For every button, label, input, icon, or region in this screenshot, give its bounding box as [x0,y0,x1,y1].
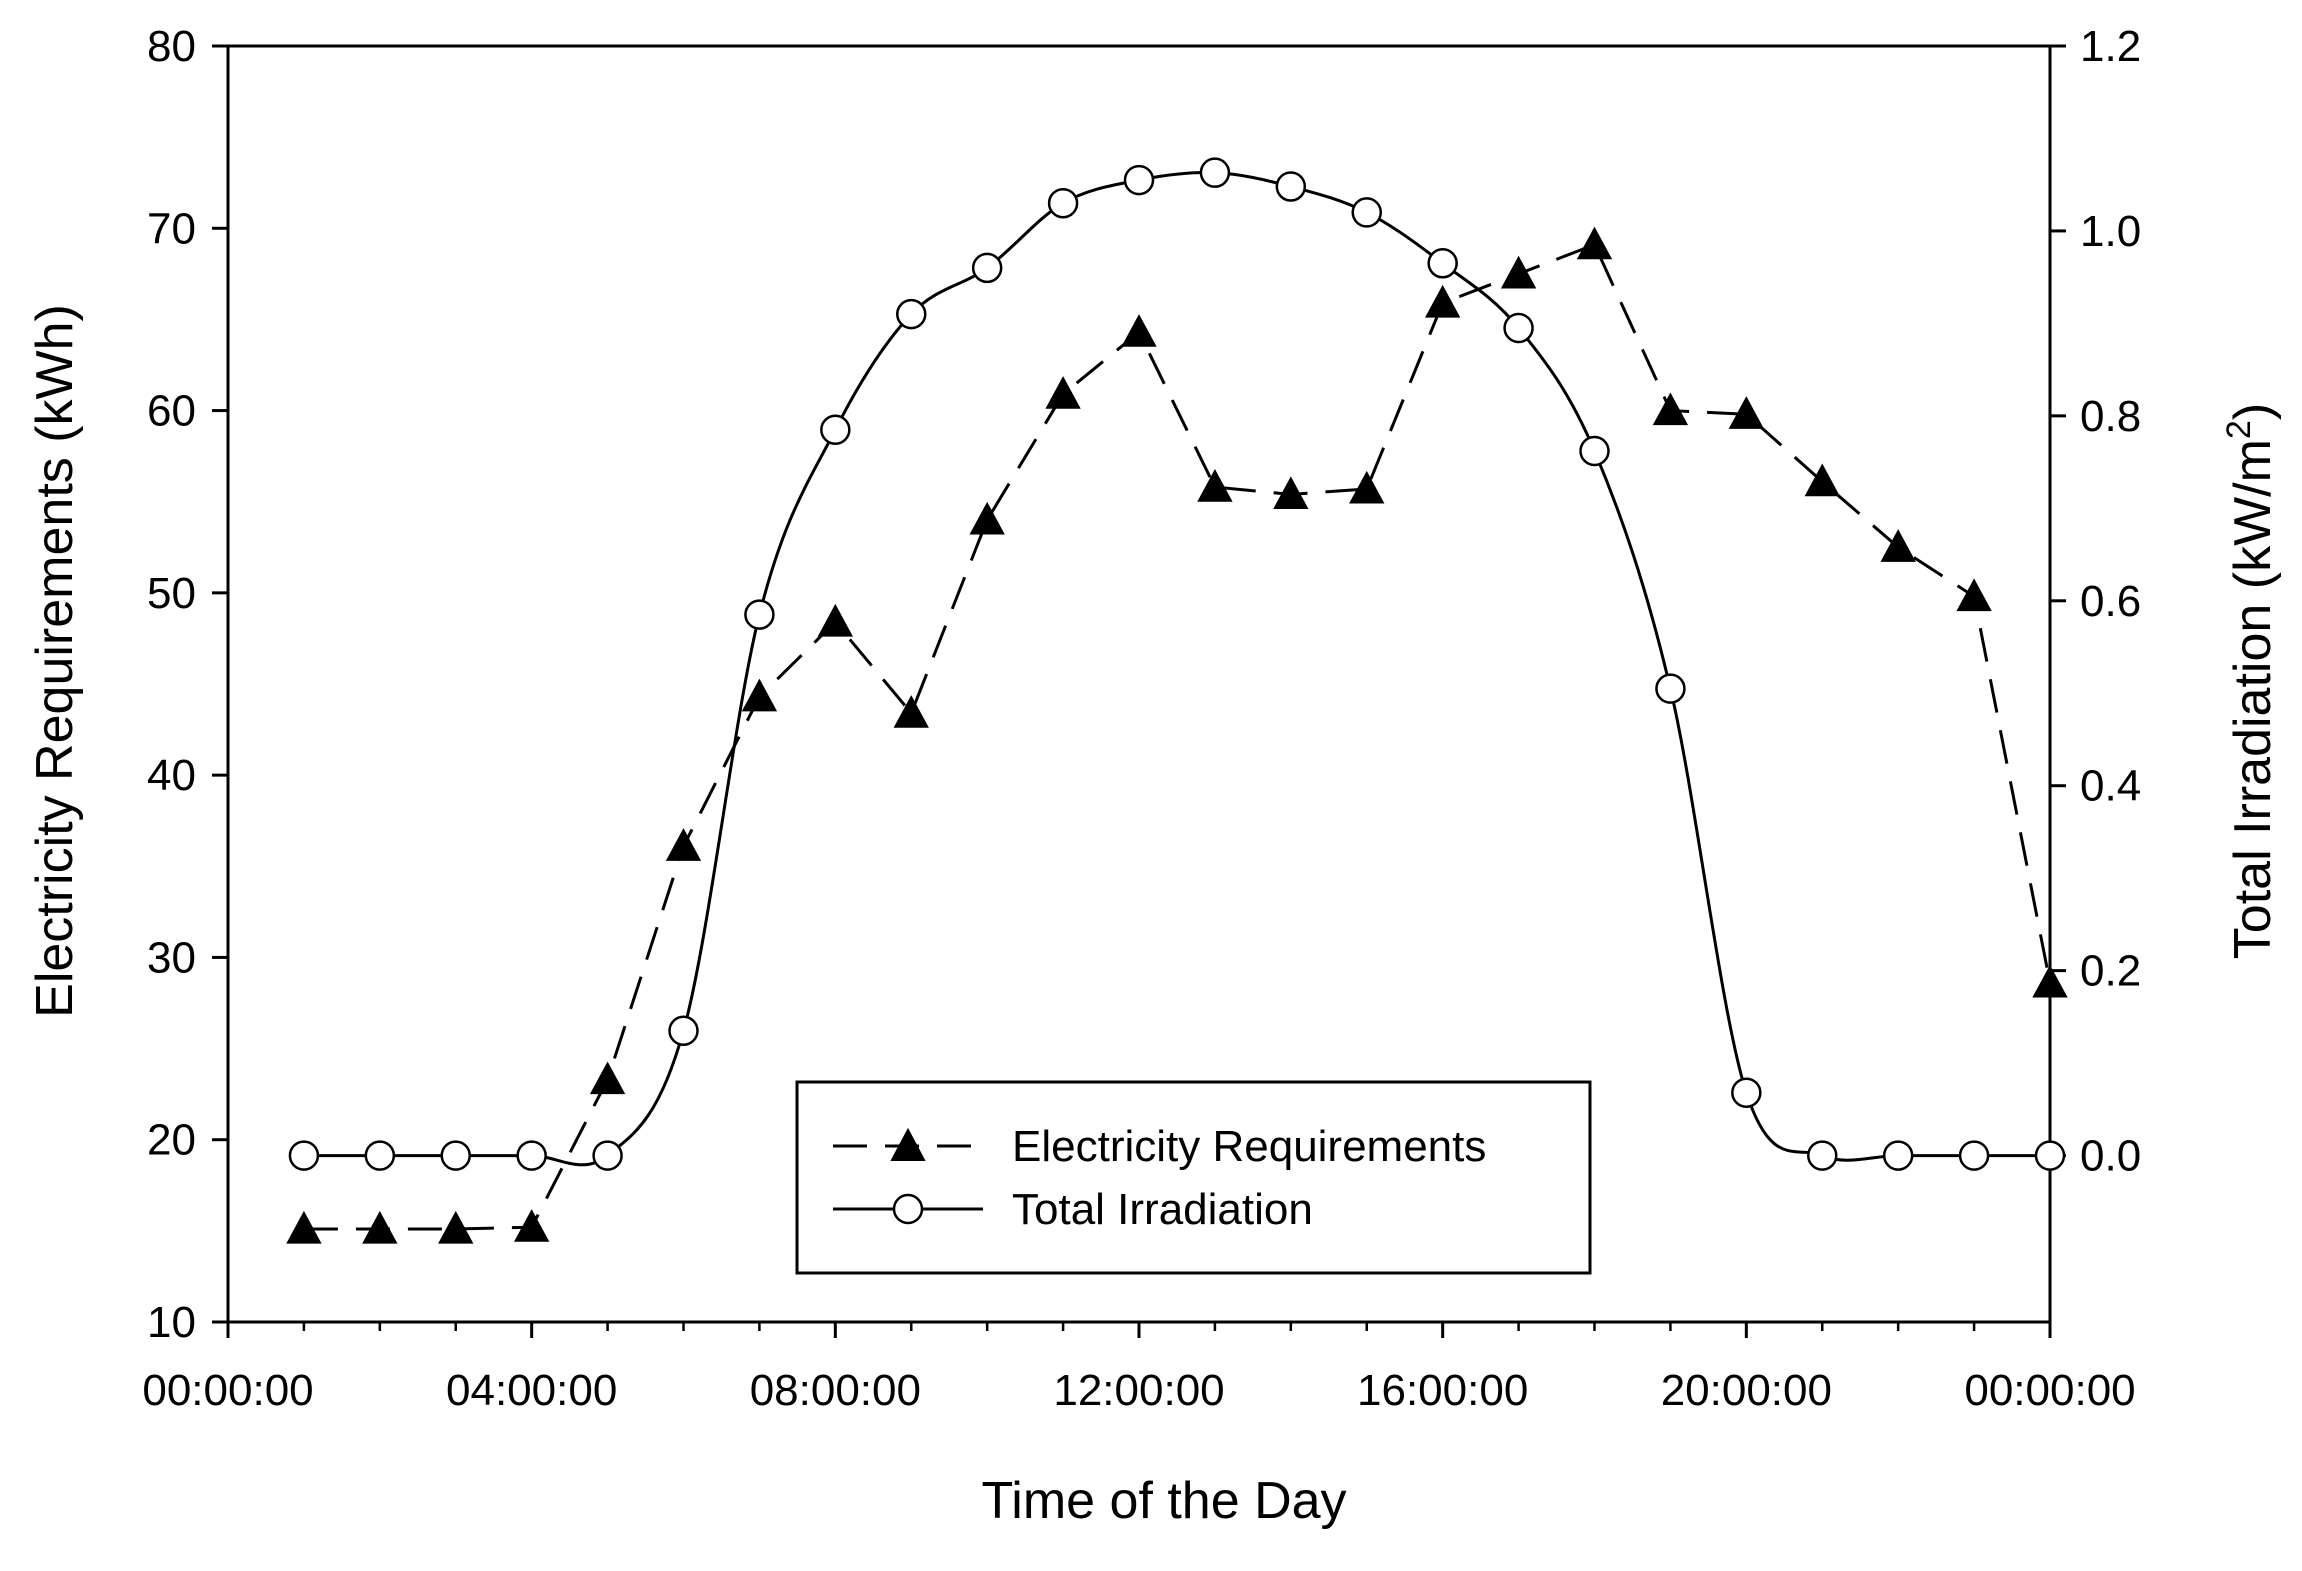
data-point-electricity-requirements [1349,470,1385,504]
data-point-electricity-requirements [1804,463,1840,497]
data-point-electricity-requirements [1728,396,1765,429]
y-right-tick-label: 0.0 [2080,1132,2141,1181]
legend-label-irradiation: Total Irradiation [1012,1185,1313,1234]
legend-box [795,1080,1592,1275]
y-right-tick-label: 0.2 [2080,947,2141,996]
y-right-tick-label: 1.0 [2080,207,2141,256]
data-point-electricity-requirements [1652,392,1689,426]
data-point-electricity-requirements [817,603,854,637]
data-point-total-irradiation [516,1140,547,1171]
data-point-total-irradiation [1427,248,1458,279]
data-point-electricity-requirements [1121,314,1157,347]
data-point-total-irradiation [1047,187,1079,219]
x-tick-label: 00:00:00 [142,1366,313,1415]
data-point-total-irradiation [1503,312,1534,344]
data-point-electricity-requirements [438,1210,474,1244]
x-axis-title: Time of the Day [981,1472,1346,1530]
y-right-tick-label: 0.6 [2080,577,2141,626]
data-point-electricity-requirements [1045,376,1081,409]
data-point-total-irradiation [1655,673,1686,704]
data-point-electricity-requirements [1500,255,1537,289]
y-left-tick-label: 40 [147,751,196,800]
data-point-electricity-requirements [1880,529,1916,562]
data-point-electricity-requirements [2032,964,2068,998]
y-left-tick-label: 10 [147,1298,196,1347]
y-axis-right-title-close: ) [2224,403,2282,420]
x-tick-label: 16:00:00 [1357,1366,1528,1415]
y-left-tick-label: 50 [147,569,196,618]
data-point-total-irradiation [1579,435,1610,467]
data-point-total-irradiation [364,1140,396,1171]
data-point-electricity-requirements [589,1061,626,1095]
y-left-tick-label: 20 [147,1116,196,1165]
x-tick-label: 08:00:00 [750,1366,921,1415]
y-axis-right-title-main: Total Irradiation (kW/m [2224,439,2282,959]
y-left-tick-label: 30 [147,933,196,982]
data-point-total-irradiation [1958,1140,1990,1171]
y-left-tick-label: 80 [147,22,196,71]
data-point-total-irradiation [1731,1077,1762,1108]
data-point-electricity-requirements [286,1210,322,1244]
y-right-tick-label: 0.4 [2080,762,2141,811]
x-tick-label: 04:00:00 [446,1366,617,1415]
x-tick-label: 12:00:00 [1053,1366,1224,1415]
data-point-total-irradiation [2034,1140,2066,1171]
y-right-tick-label: 0.8 [2080,392,2141,441]
data-point-electricity-requirements [362,1210,398,1244]
y-axis-right-title-sup: 2 [2220,420,2258,439]
data-point-electricity-requirements [665,828,702,861]
axes-layer: 00:00:00 04:00:00 08:00:00 12:00:00 16:00:00… [142,22,2141,1415]
y-axis-right-title: Total Irradiation (kW/m2) [2220,403,2282,959]
data-point-total-irradiation [1199,157,1231,188]
data-point-electricity-requirements [1424,284,1461,318]
data-point-electricity-requirements [1273,476,1309,510]
series-line-total-irradiation [303,170,2050,1167]
legend-label-electricity: Electricity Requirements [1012,1122,1486,1171]
series-layer [286,157,2068,1244]
data-point-total-irradiation [592,1140,623,1171]
legend: Electricity Requirements Total Irradiati… [795,1080,1592,1275]
x-tick-label: 00:00:00 [1964,1366,2135,1415]
data-point-electricity-requirements [1197,469,1233,502]
data-point-total-irradiation [668,1015,699,1046]
data-point-electricity-requirements [513,1209,550,1242]
data-point-total-irradiation [1123,164,1155,196]
data-point-electricity-requirements [1576,226,1613,260]
data-point-total-irradiation [288,1140,320,1171]
data-point-total-irradiation [1807,1140,1838,1171]
data-point-total-irradiation [1275,171,1307,202]
data-point-total-irradiation [1882,1140,1914,1171]
data-point-total-irradiation [971,252,1003,284]
data-point-total-irradiation [820,414,851,445]
data-point-total-irradiation [1351,197,1382,228]
y-left-tick-label: 60 [147,387,196,436]
data-point-total-irradiation [744,599,775,630]
x-tick-label: 20:00:00 [1661,1366,1832,1415]
y-axis-left-title: Electricity Requirements (kWh) [26,304,84,1018]
data-point-electricity-requirements [1956,578,1992,612]
data-point-electricity-requirements [893,695,929,728]
y-left-tick-label: 70 [147,204,196,253]
data-point-electricity-requirements [741,678,778,712]
legend-marker-circle [892,1193,924,1225]
data-point-total-irradiation [440,1140,471,1171]
legend-marker-triangle [890,1127,926,1161]
data-point-electricity-requirements [969,501,1005,535]
y-right-tick-label: 1.2 [2080,22,2141,71]
data-point-total-irradiation [896,298,927,330]
